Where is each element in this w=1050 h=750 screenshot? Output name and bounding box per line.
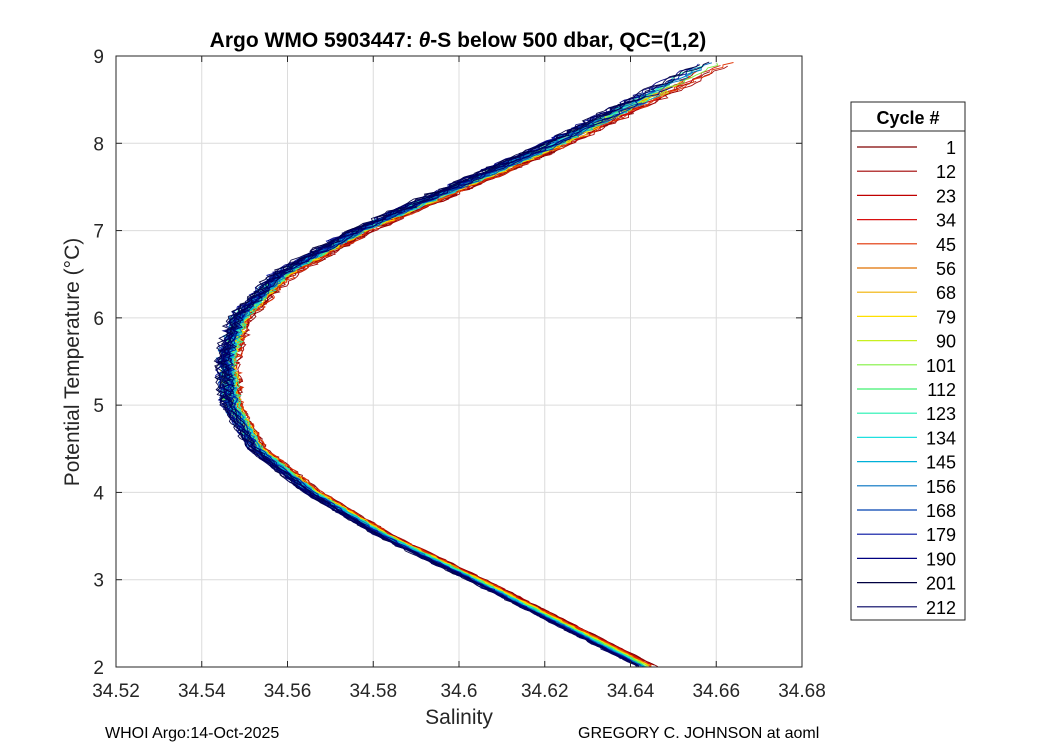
profile-line (226, 148, 655, 666)
x-tick-label: 34.58 (349, 681, 397, 702)
legend-label: 23 (936, 186, 956, 206)
profile-line (227, 143, 652, 665)
profile-line (226, 137, 652, 667)
profile-line (213, 99, 635, 663)
profile-line (218, 138, 620, 657)
legend-label: 201 (926, 574, 956, 594)
profile-line (226, 94, 648, 667)
legend-label: 45 (936, 235, 956, 255)
axis-ticks: 34.52 34.54 34.56 34.58 34.6 34.62 34.64 34.66 3… (92, 47, 826, 702)
profile-line (222, 102, 643, 666)
x-tick-label: 34.52 (92, 681, 140, 702)
profile-line (222, 65, 721, 655)
legend-label: 79 (936, 307, 956, 327)
profile-line (227, 157, 636, 659)
y-axis-label: Potential Temperature (°C) (61, 238, 84, 486)
profile-line (230, 71, 711, 659)
y-tick-label: 7 (93, 222, 104, 243)
footer-credit: WHOI Argo:14-Oct-2025 (105, 725, 280, 742)
profile-line (218, 96, 649, 658)
legend-entries: 1122334455668799010111212313414515616817… (857, 138, 956, 618)
profile-line (220, 102, 647, 666)
legend-label: 90 (936, 332, 956, 352)
profile-line (219, 67, 702, 655)
x-tick-label: 34.56 (264, 681, 312, 702)
profile-line (219, 65, 705, 653)
profile-line (220, 100, 633, 664)
chart-title: Argo WMO 5903447: θ-S below 500 dbar, QC… (210, 29, 707, 52)
legend-label: 179 (926, 525, 956, 545)
profile-line (232, 62, 734, 657)
x-tick-label: 34.66 (692, 681, 740, 702)
profiles (213, 61, 734, 668)
profile-line (218, 99, 650, 668)
legend-label: 168 (926, 501, 956, 521)
legend-label: 145 (926, 453, 956, 473)
profile-line (218, 157, 621, 660)
profile-line (229, 89, 664, 665)
profile-line (229, 81, 697, 666)
profile-line (224, 98, 648, 667)
legend-label: 1 (946, 138, 956, 158)
profile-line (223, 116, 638, 668)
legend-label: 101 (926, 356, 956, 376)
x-tick-label: 34.64 (607, 681, 655, 702)
profile-line (220, 145, 643, 662)
legend-label: 12 (936, 162, 956, 182)
profile-line (232, 65, 728, 666)
x-tick-label: 34.62 (521, 681, 569, 702)
y-tick-label: 2 (93, 658, 104, 679)
legend-label: 134 (926, 428, 956, 448)
profile-line (215, 66, 701, 667)
profile-line (217, 142, 632, 662)
y-tick-label: 6 (93, 309, 104, 330)
legend-label: 112 (927, 380, 956, 400)
x-axis-label: Salinity (425, 706, 493, 729)
legend-label: 34 (936, 211, 956, 231)
profile-line (215, 94, 641, 665)
profile-line (221, 142, 644, 662)
legend-title: Cycle # (876, 108, 939, 128)
legend-label: 56 (936, 259, 956, 279)
legend-label: 212 (926, 598, 956, 618)
profile-line (228, 140, 643, 662)
profile-line (225, 129, 644, 666)
y-tick-label: 8 (93, 134, 104, 155)
x-tick-label: 34.6 (441, 681, 478, 702)
profile-line (224, 89, 670, 665)
legend-label: 68 (936, 283, 956, 303)
y-tick-label: 9 (93, 47, 104, 68)
profile-line (231, 101, 651, 667)
profile-line (224, 79, 676, 667)
footer-author: GREGORY C. JOHNSON at aoml (578, 725, 820, 742)
y-tick-label: 5 (93, 396, 104, 417)
legend-label: 123 (926, 404, 956, 424)
profile-line (221, 140, 632, 655)
x-tick-label: 34.54 (178, 681, 226, 702)
legend: Cycle # 11223344556687990101112123134145… (850, 101, 966, 621)
profile-line (225, 90, 662, 659)
y-tick-label: 4 (93, 483, 104, 504)
profile-line (221, 94, 642, 668)
y-tick-label: 3 (93, 571, 104, 592)
profile-line (216, 78, 673, 667)
legend-label: 190 (926, 549, 956, 569)
profile-line (219, 148, 638, 663)
legend-label: 156 (926, 477, 956, 497)
x-tick-label: 34.68 (778, 681, 826, 702)
